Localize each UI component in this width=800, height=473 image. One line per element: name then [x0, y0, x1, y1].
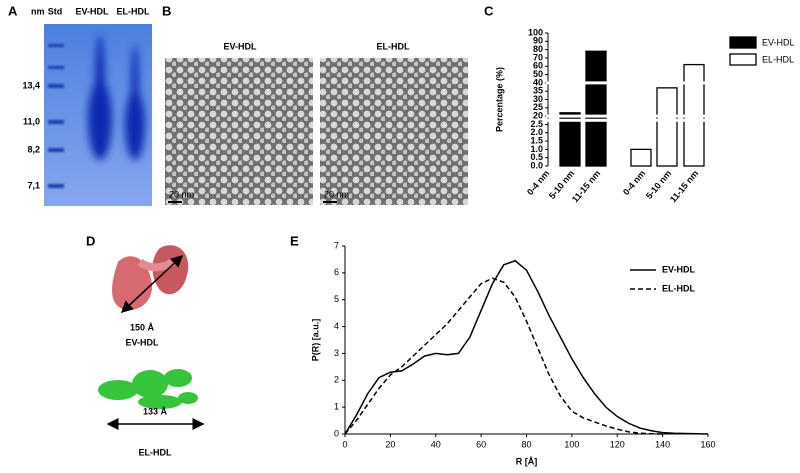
axis-break: [585, 81, 607, 85]
micrograph: [320, 58, 468, 205]
line: [344, 277, 663, 435]
lane-label: EV-HDL: [75, 6, 109, 16]
axis-break: [559, 114, 581, 118]
axis-break: [683, 118, 705, 122]
axis-break: [683, 81, 705, 85]
y-tick-label: 0: [334, 428, 339, 438]
y-tick-label: 90: [533, 36, 543, 46]
y-tick-label: 2.0: [530, 127, 543, 137]
y-tick-label: 60: [533, 61, 543, 71]
y-tick-label: 2.5: [530, 119, 543, 129]
y-axis-label: Percentage (%): [494, 67, 504, 132]
model-label: 133 Å: [143, 406, 168, 416]
y-axis-label: P(R) [a.u.]: [310, 319, 320, 362]
x-tick-label: 140: [655, 439, 670, 449]
y-tick-label: 4: [334, 321, 339, 331]
x-tick-label: 0: [342, 439, 347, 449]
y-tick-label: 20: [533, 111, 543, 121]
y-tick-label: 35: [533, 86, 543, 96]
bar: [585, 50, 607, 167]
gel-unit: nm: [31, 6, 45, 16]
axis-break: [546, 114, 550, 118]
marker-label: 13,4: [22, 80, 40, 90]
axis-break: [656, 118, 678, 122]
y-tick-label: 40: [533, 77, 543, 87]
x-tick-label: 160: [700, 439, 715, 449]
scale-bar: 20 nm: [169, 189, 194, 199]
y-tick-label: 2: [334, 375, 339, 385]
y-tick-label: 1: [334, 402, 339, 412]
axis-break: [585, 114, 607, 118]
gel: [44, 24, 152, 206]
y-tick-label: 25: [533, 102, 543, 112]
line: [344, 259, 709, 435]
axis-break: [546, 118, 550, 122]
axis-break: [585, 118, 607, 122]
micrograph-title: EV-HDL: [223, 41, 257, 51]
legend-swatch: [729, 36, 757, 49]
legend-label: EV-HDL: [762, 37, 795, 47]
marker-label: 8,2: [27, 144, 40, 154]
panel-label: D: [86, 233, 95, 248]
x-tick-label: 80: [521, 439, 531, 449]
x-axis-label: R [Å]: [516, 456, 538, 466]
y-tick-label: 5: [334, 294, 339, 304]
lane-label: Std: [48, 6, 63, 16]
axis-break: [559, 118, 581, 122]
legend-label: EL-HDL: [762, 54, 794, 64]
lane-label: EL-HDL: [117, 6, 150, 16]
bar: [559, 112, 581, 167]
micrograph-title: EL-HDL: [377, 41, 410, 51]
x-tick-label: 40: [431, 439, 441, 449]
y-tick-label: 6: [334, 267, 339, 277]
x-tick-label: 60: [476, 439, 486, 449]
el-model: [98, 369, 198, 409]
bar: [656, 87, 678, 167]
y-tick-label: 70: [533, 52, 543, 62]
y-tick-label: 1.5: [530, 135, 543, 145]
bar: [630, 148, 652, 167]
axis-break: [683, 114, 705, 118]
x-tick-label: 11-15 nm: [668, 168, 700, 204]
marker-label: 11,0: [23, 116, 40, 126]
scale-bar: 20 nm: [324, 189, 349, 199]
ev-model: [112, 245, 189, 311]
model-label: EL-HDL: [139, 447, 172, 457]
y-tick-label: 0.5: [530, 152, 543, 162]
y-tick-label: 50: [533, 69, 543, 79]
y-tick-label: 100: [528, 27, 543, 37]
y-tick-label: 7: [334, 240, 339, 250]
panel-label: C: [484, 3, 494, 18]
y-tick-label: 3: [334, 348, 339, 358]
model-label: EV-HDL: [125, 337, 159, 347]
legend-swatch: [729, 53, 757, 66]
micrograph: [165, 58, 313, 205]
x-tick-label: 20: [385, 439, 395, 449]
model-label: 150 Å: [130, 322, 155, 332]
x-tick-label: 100: [564, 439, 579, 449]
panel-label: B: [162, 3, 171, 18]
legend-label: EV-HDL: [662, 264, 696, 274]
y-tick-label: 30: [533, 94, 543, 104]
y-tick-label: 0.0: [530, 160, 543, 170]
panel-label: E: [290, 233, 299, 248]
x-tick-label: 120: [610, 439, 625, 449]
panel-label: A: [8, 3, 18, 18]
axis-break: [546, 81, 550, 85]
axis-break: [656, 114, 678, 118]
legend-label: EL-HDL: [662, 283, 695, 293]
y-tick-label: 1.0: [530, 144, 543, 154]
y-tick-label: 80: [533, 44, 543, 54]
marker-label: 7,1: [27, 180, 40, 190]
x-tick-label: 0-4 nm: [621, 168, 647, 197]
